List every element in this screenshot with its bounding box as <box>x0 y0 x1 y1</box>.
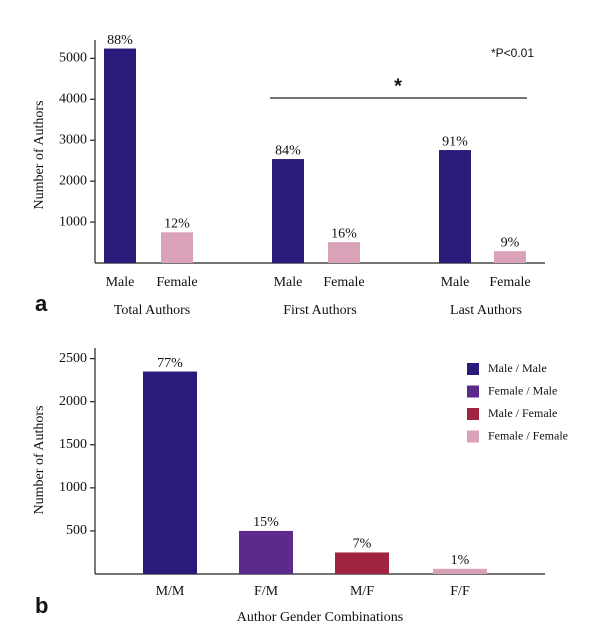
bar <box>161 232 193 263</box>
bar <box>143 371 197 574</box>
legend-swatch <box>467 363 479 375</box>
data-label: 7% <box>353 537 372 552</box>
y-tick-label: 2000 <box>59 394 87 409</box>
legend-swatch <box>467 408 479 420</box>
x-tick-label: M/M <box>156 584 185 599</box>
legend-label: Female / Male <box>488 383 557 397</box>
x-tick-label: Male <box>441 275 470 290</box>
data-label: 15% <box>253 515 279 530</box>
data-label: 9% <box>501 235 520 250</box>
data-label: 77% <box>157 356 183 371</box>
y-tick-label: 1500 <box>59 437 87 452</box>
legend-swatch <box>467 385 479 398</box>
y-tick-label: 500 <box>66 523 87 538</box>
y-tick-label: 2500 <box>59 351 87 366</box>
bar <box>104 48 136 263</box>
legend-swatch <box>467 430 479 443</box>
x-axis-label: Author Gender Combinations <box>237 610 403 625</box>
y-axis-label: Number of Authors <box>32 101 47 210</box>
x-tick-label: M/F <box>350 584 374 599</box>
data-label: 84% <box>275 143 301 158</box>
y-tick-label: 3000 <box>59 132 87 147</box>
data-label: 88% <box>107 33 133 48</box>
legend-label: Male / Female <box>488 406 557 420</box>
legend-label: Male / Male <box>488 361 547 375</box>
group-label: Last Authors <box>450 303 522 318</box>
y-tick-label: 4000 <box>59 92 87 107</box>
significance-mark: * <box>394 75 402 97</box>
data-label: 1% <box>451 553 470 568</box>
y-axis-label: Number of Authors <box>32 406 47 515</box>
bar <box>433 568 487 574</box>
x-tick-label: Female <box>489 275 530 290</box>
x-tick-label: Male <box>274 275 303 290</box>
y-tick-label: 1000 <box>59 480 87 495</box>
group-label: Total Authors <box>114 303 190 318</box>
data-label: 91% <box>442 134 468 149</box>
y-tick-label: 5000 <box>59 51 87 66</box>
bar <box>328 242 360 263</box>
x-tick-label: Male <box>106 275 135 290</box>
panel-label: a <box>35 291 48 316</box>
data-label: 12% <box>164 217 190 232</box>
data-label: 16% <box>331 226 357 241</box>
bar <box>239 530 293 574</box>
bar <box>439 150 471 263</box>
x-tick-label: F/F <box>450 584 470 599</box>
y-tick-label: 1000 <box>59 214 87 229</box>
legend-label: Female / Female <box>488 428 568 442</box>
annotation: *P<0.01 <box>491 46 534 60</box>
bar <box>335 552 389 574</box>
x-tick-label: F/M <box>254 584 279 599</box>
x-tick-label: Female <box>323 275 364 290</box>
bar <box>494 251 526 263</box>
bar <box>272 159 304 263</box>
group-label: First Authors <box>283 303 357 318</box>
x-tick-label: Female <box>156 275 197 290</box>
y-tick-label: 2000 <box>59 173 87 188</box>
panel-label: b <box>35 593 48 618</box>
